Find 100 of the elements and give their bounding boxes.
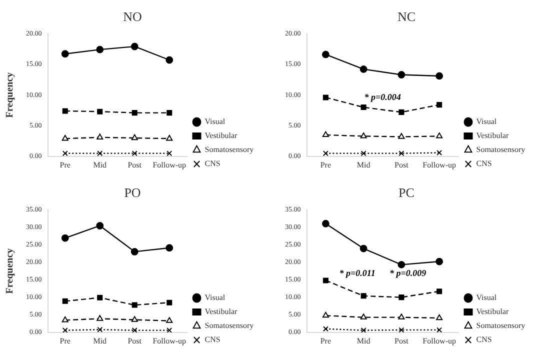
legend-label: Somatosensory	[204, 145, 254, 154]
point	[166, 244, 174, 252]
x-tick-label: Post	[394, 336, 410, 346]
point	[360, 66, 368, 73]
legend-label: Vestibular	[476, 131, 510, 140]
legend-label: Vestibular	[204, 307, 238, 316]
x-tick-label: Mid	[93, 336, 107, 346]
point	[166, 317, 173, 323]
point	[322, 94, 328, 100]
annotation: * p=0.004	[364, 92, 402, 102]
point	[132, 110, 138, 116]
point	[96, 315, 104, 321]
point	[130, 42, 138, 50]
x-tick-label: Post	[128, 336, 142, 346]
point	[360, 293, 366, 299]
point	[360, 328, 366, 332]
point	[97, 294, 103, 300]
annotation: * p=0.009	[389, 268, 427, 278]
x-tick-label: Mid	[356, 336, 370, 346]
legend-label: Somatosensory	[204, 321, 254, 330]
point	[132, 302, 138, 308]
point	[398, 314, 405, 320]
point	[360, 244, 368, 252]
point	[132, 150, 138, 156]
legend-label: Vestibular	[204, 131, 238, 140]
point	[322, 278, 328, 284]
point	[436, 288, 442, 294]
point	[436, 258, 444, 266]
point	[322, 150, 328, 156]
x-tick-label: Pre	[60, 160, 71, 170]
y-axis-title: Frequency	[4, 248, 16, 294]
x-tick-label: Follow-up	[422, 336, 456, 346]
point	[322, 220, 330, 228]
point	[61, 50, 69, 58]
point	[436, 72, 444, 80]
point	[436, 327, 442, 332]
point	[166, 56, 174, 64]
legend-label: Visual	[476, 293, 498, 302]
legend-label: Visual	[204, 117, 226, 126]
point	[62, 134, 68, 141]
point	[61, 234, 69, 242]
point	[398, 71, 406, 78]
point	[130, 248, 138, 256]
legend-label: CNS	[204, 335, 220, 344]
x-tick-label: Post	[128, 160, 142, 170]
point	[398, 133, 405, 139]
chart-title: NC	[397, 9, 416, 24]
y-axis-title: Frequency	[4, 72, 16, 118]
chart-title: PC	[398, 185, 414, 200]
point	[436, 102, 442, 108]
legend-label: CNS	[204, 159, 220, 168]
x-tick-label: Follow-up	[422, 160, 456, 170]
x-tick-label: Follow-up	[152, 336, 186, 346]
legend-label: CNS	[476, 159, 492, 168]
point	[62, 316, 68, 322]
point	[131, 316, 138, 322]
point	[131, 134, 138, 140]
annotation: * p=0.011	[339, 268, 376, 278]
point	[62, 328, 68, 332]
point	[96, 222, 104, 230]
chart-title: PO	[124, 185, 141, 200]
point	[96, 46, 104, 54]
point	[360, 314, 367, 320]
point	[398, 109, 404, 115]
x-tick-label: Mid	[356, 160, 370, 170]
point	[436, 132, 443, 138]
point	[166, 110, 172, 116]
legend-label: Visual	[204, 293, 226, 302]
legend-label: CNS	[476, 335, 492, 344]
point	[360, 150, 366, 156]
x-tick-label: Pre	[320, 336, 332, 346]
point	[436, 150, 442, 156]
point	[132, 328, 138, 332]
point	[398, 260, 406, 268]
x-tick-label: Post	[394, 160, 410, 170]
point	[62, 298, 68, 304]
point	[166, 300, 172, 306]
point	[166, 328, 172, 332]
point	[166, 150, 172, 156]
point	[97, 108, 103, 114]
point	[166, 134, 173, 141]
point	[398, 327, 404, 332]
legend-label: Somatosensory	[476, 145, 526, 154]
point	[360, 104, 366, 110]
legend-label: Vestibular	[476, 307, 510, 316]
point	[62, 108, 68, 114]
point	[436, 314, 443, 320]
x-tick-label: Pre	[320, 160, 332, 170]
point	[322, 131, 329, 138]
x-tick-label: Follow-up	[152, 160, 186, 170]
x-tick-label: Mid	[93, 160, 107, 170]
point	[322, 312, 329, 318]
x-tick-label: Pre	[60, 336, 71, 346]
legend-label: Somatosensory	[476, 321, 526, 330]
legend-label: Visual	[476, 117, 498, 126]
point	[360, 132, 367, 138]
point	[97, 326, 103, 332]
point	[96, 134, 104, 140]
point	[398, 150, 404, 156]
chart-title: NO	[123, 9, 142, 24]
